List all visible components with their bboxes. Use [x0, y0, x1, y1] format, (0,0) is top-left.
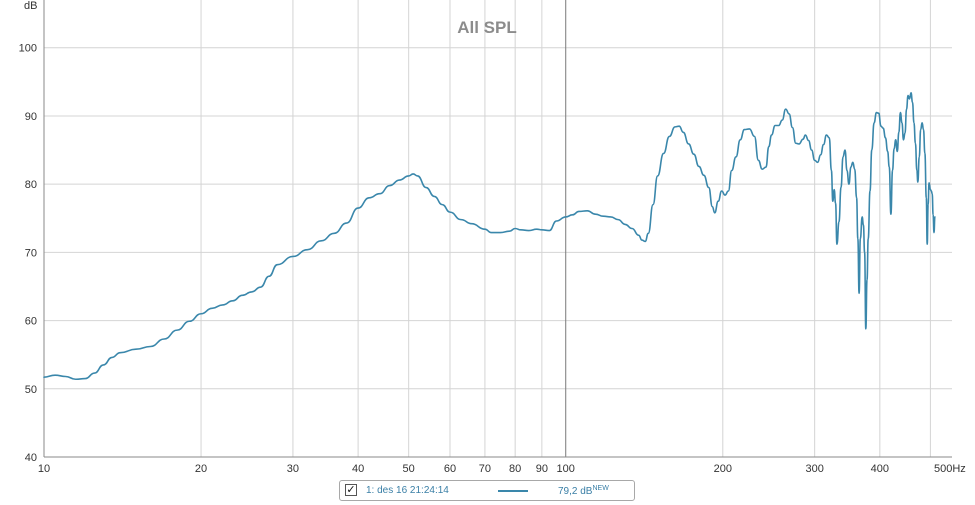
y-tick-label: 100: [19, 43, 37, 55]
legend-line-swatch: [498, 490, 528, 492]
x-tick-label: 10: [38, 463, 50, 475]
y-gridlines: [44, 47, 952, 390]
y-tick-label: 40: [25, 452, 37, 464]
series-lines: [43, 91, 936, 381]
x-tick-label: 50: [403, 463, 415, 475]
legend-value: 79,2 dBNEW: [558, 485, 609, 497]
x-tick-label: 90: [536, 463, 548, 475]
x-tick-label: 40: [352, 463, 364, 475]
legend-value-superscript: NEW: [592, 485, 609, 492]
y-tick-label: 80: [25, 179, 37, 191]
x-tick-label: 300: [805, 463, 823, 475]
legend-value-text: 79,2 dB: [558, 486, 593, 497]
chart-title: All SPL: [457, 18, 517, 37]
series-visibility-checkbox[interactable]: ✓: [345, 483, 357, 496]
x-tick-label: 60: [444, 463, 456, 475]
x-tick-label: 80: [509, 463, 521, 475]
x-axis-unit-label: 500Hz: [934, 463, 966, 475]
legend-box: ✓ 1: des 16 21:24:14 79,2 dBNEW: [339, 480, 635, 501]
y-tick-labels: 40 50 60 70 80 90 100: [19, 43, 37, 464]
y-axis-label: dB: [24, 0, 37, 12]
x-tick-label: 400: [871, 463, 889, 475]
x-tick-label: 30: [287, 463, 299, 475]
x-tick-label: 20: [195, 463, 207, 475]
y-tick-label: 60: [25, 316, 37, 328]
series-line: [43, 91, 936, 381]
plot-area: [44, 0, 952, 457]
x-tick-labels: 10 20 30 40 50 60 70 80 90 100 200 300 400: [38, 463, 889, 475]
y-tick-label: 70: [25, 247, 37, 259]
y-tick-label: 50: [25, 384, 37, 396]
x-tick-label: 200: [714, 463, 732, 475]
x-tick-label: 70: [479, 463, 491, 475]
legend-series-label: 1: des 16 21:24:14: [366, 485, 449, 496]
x-tick-label: 100: [557, 463, 575, 475]
y-tick-label: 90: [25, 111, 37, 123]
x-gridlines: [200, 0, 931, 457]
